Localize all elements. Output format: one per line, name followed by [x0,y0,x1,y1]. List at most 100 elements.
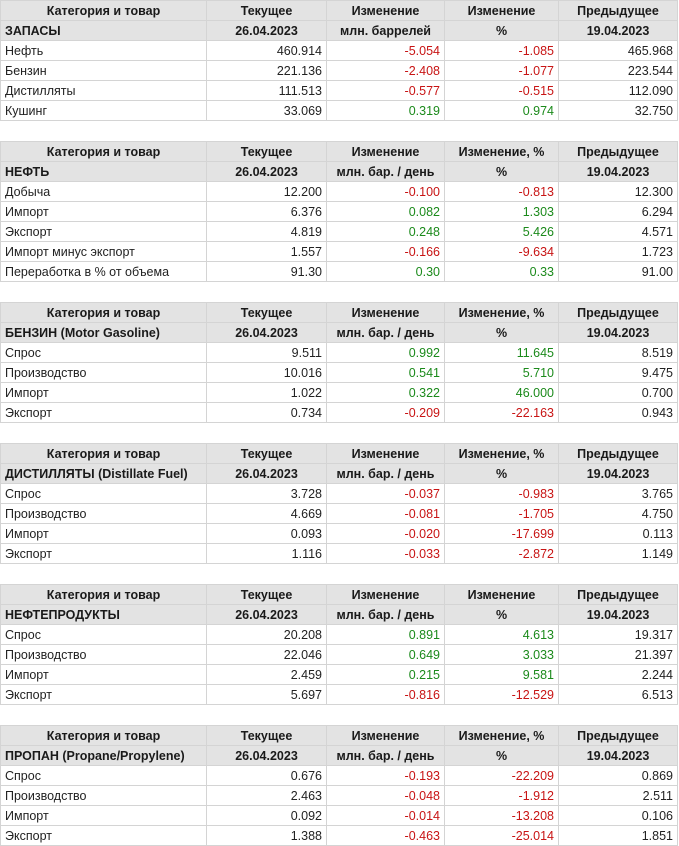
change-cell: 0.322 [326,382,445,403]
value-cell: 0.093 [206,523,327,544]
value-cell: 1.149 [558,543,678,564]
table-row: Производство 4.669 -0.081 -1.705 4.750 [0,503,678,524]
data-table: Категория и товар Текущее Изменение Изменен… [0,0,678,121]
table-row: Спрос 3.728 -0.037 -0.983 3.765 [0,483,678,504]
value-cell: 1.851 [558,825,678,846]
change-pct-cell: 0.33 [444,261,559,282]
row-label: Импорт [0,201,207,222]
table-row: Спрос 0.676 -0.193 -22.209 0.869 [0,765,678,786]
table-row: Импорт 1.022 0.322 46.000 0.700 [0,382,678,403]
header-cell: 26.04.2023 [206,322,327,343]
change-cell: -0.014 [326,805,445,826]
change-pct-cell: -12.529 [444,684,559,705]
row-label: Спрос [0,483,207,504]
value-cell: 0.700 [558,382,678,403]
table-row: Производство 22.046 0.649 3.033 21.397 [0,644,678,665]
section-spacer [0,705,679,725]
section-title: ПРОПАН (Propane/Propylene) [0,745,207,766]
value-cell: 2.459 [206,664,327,685]
table-row: Экспорт 5.697 -0.816 -12.529 6.513 [0,684,678,705]
value-cell: 4.571 [558,221,678,242]
header-cell: Изменение, % [444,725,559,746]
value-cell: 6.294 [558,201,678,222]
change-pct-cell: -9.634 [444,241,559,262]
header-cell: Предыдущее [558,302,678,323]
change-cell: -0.020 [326,523,445,544]
header-cell: Категория и товар [0,584,207,605]
header-cell: Текущее [206,725,327,746]
value-cell: 5.697 [206,684,327,705]
header-cell: % [444,161,559,182]
header-cell: Предыдущее [558,725,678,746]
table-row: Нефть 460.914 -5.054 -1.085 465.968 [0,40,678,61]
header-cell: 19.04.2023 [558,463,678,484]
row-label: Дистилляты [0,80,207,101]
table-row: Спрос 9.511 0.992 11.645 8.519 [0,342,678,363]
table-subheader-row: НЕФТЕПРОДУКТЫ 26.04.2023 млн. бар. / день%… [0,604,678,625]
data-table: Категория и товар Текущее Изменение Изменен… [0,443,678,564]
table-header-row: Категория и товар Текущее Изменение Изменен… [0,725,678,746]
change-cell: 0.319 [326,100,445,121]
table-row: Импорт 6.376 0.082 1.303 6.294 [0,201,678,222]
change-cell: -0.048 [326,785,445,806]
change-pct-cell: 4.613 [444,624,559,645]
header-cell: Изменение [326,0,445,21]
header-cell: 26.04.2023 [206,604,327,625]
value-cell: 223.544 [558,60,678,81]
row-label: Производство [0,644,207,665]
table-subheader-row: ПРОПАН (Propane/Propylene) 26.04.2023 млн.… [0,745,678,766]
value-cell: 0.676 [206,765,327,786]
value-cell: 12.300 [558,181,678,202]
table-header-row: Категория и товар Текущее Изменение Изменен… [0,443,678,464]
header-cell: Изменение [326,725,445,746]
header-cell: 19.04.2023 [558,161,678,182]
change-cell: -5.054 [326,40,445,61]
value-cell: 1.557 [206,241,327,262]
header-cell: % [444,20,559,41]
change-pct-cell: -0.813 [444,181,559,202]
change-pct-cell: -25.014 [444,825,559,846]
header-cell: 19.04.2023 [558,20,678,41]
section-spacer [0,282,679,302]
section-title: ДИСТИЛЛЯТЫ (Distillate Fuel) [0,463,207,484]
row-label: Спрос [0,342,207,363]
table-row: Импорт 0.093 -0.020 -17.699 0.113 [0,523,678,544]
value-cell: 20.208 [206,624,327,645]
header-cell: Текущее [206,0,327,21]
change-cell: 0.649 [326,644,445,665]
row-label: Производство [0,785,207,806]
row-label: Кушинг [0,100,207,121]
data-table: Категория и товар Текущее Изменение Изменен… [0,141,678,282]
change-pct-cell: 1.303 [444,201,559,222]
change-pct-cell: 3.033 [444,644,559,665]
table-row: Добыча 12.200 -0.100 -0.813 12.300 [0,181,678,202]
value-cell: 0.092 [206,805,327,826]
row-label: Производство [0,503,207,524]
value-cell: 91.00 [558,261,678,282]
value-cell: 8.519 [558,342,678,363]
header-cell: Категория и товар [0,725,207,746]
value-cell: 0.943 [558,402,678,423]
table-row: Импорт 0.092 -0.014 -13.208 0.106 [0,805,678,826]
table-row: Экспорт 0.734 -0.209 -22.163 0.943 [0,402,678,423]
header-cell: % [444,745,559,766]
header-cell: Изменение [326,443,445,464]
value-cell: 2.244 [558,664,678,685]
row-label: Экспорт [0,221,207,242]
value-cell: 4.819 [206,221,327,242]
table-subheader-row: ДИСТИЛЛЯТЫ (Distillate Fuel) 26.04.2023 мл… [0,463,678,484]
table-row: Экспорт 1.116 -0.033 -2.872 1.149 [0,543,678,564]
section-spacer [0,564,679,584]
table-header-row: Категория и товар Текущее Изменение Изменен… [0,302,678,323]
row-label: Импорт [0,382,207,403]
table-row: Дистилляты 111.513 -0.577 -0.515 112.090 [0,80,678,101]
section-title: НЕФТЕПРОДУКТЫ [0,604,207,625]
change-cell: 0.30 [326,261,445,282]
change-pct-cell: -2.872 [444,543,559,564]
value-cell: 6.513 [558,684,678,705]
value-cell: 32.750 [558,100,678,121]
table-row: Бензин 221.136 -2.408 -1.077 223.544 [0,60,678,81]
header-cell: Изменение [444,0,559,21]
value-cell: 12.200 [206,181,327,202]
